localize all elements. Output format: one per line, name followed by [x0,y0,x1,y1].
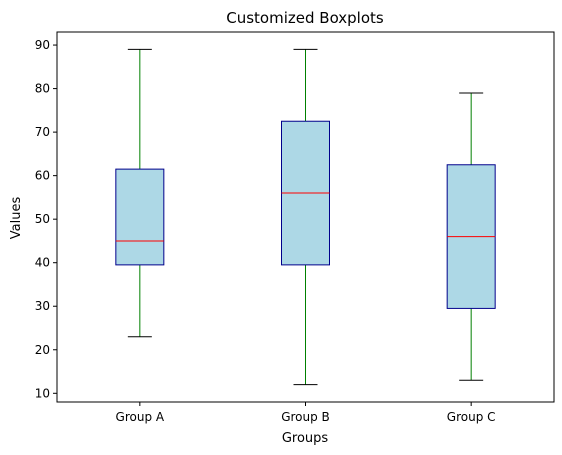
y-tick-label: 10 [35,386,50,400]
box-group-a [115,168,165,266]
y-tick-label: 90 [35,38,50,52]
y-tick-label: 50 [35,212,50,226]
x-tick-label: Group C [447,410,496,424]
x-tick-label: Group B [281,410,330,424]
y-tick-label: 20 [35,343,50,357]
y-tick-label: 40 [35,256,50,270]
y-tick-label: 70 [35,125,50,139]
x-axis-label: Groups [282,431,329,446]
y-tick-label: 30 [35,299,50,313]
chart-title: Customized Boxplots [226,9,384,27]
y-tick-label: 80 [35,82,50,96]
y-axis-label: Values [9,197,24,240]
x-tick-label: Group A [116,410,165,424]
y-tick-label: 60 [35,169,50,183]
axes-frame [56,31,555,403]
plot-area: 10 20 30 40 50 60 70 80 90 Group A Group B Group C [35,31,555,424]
